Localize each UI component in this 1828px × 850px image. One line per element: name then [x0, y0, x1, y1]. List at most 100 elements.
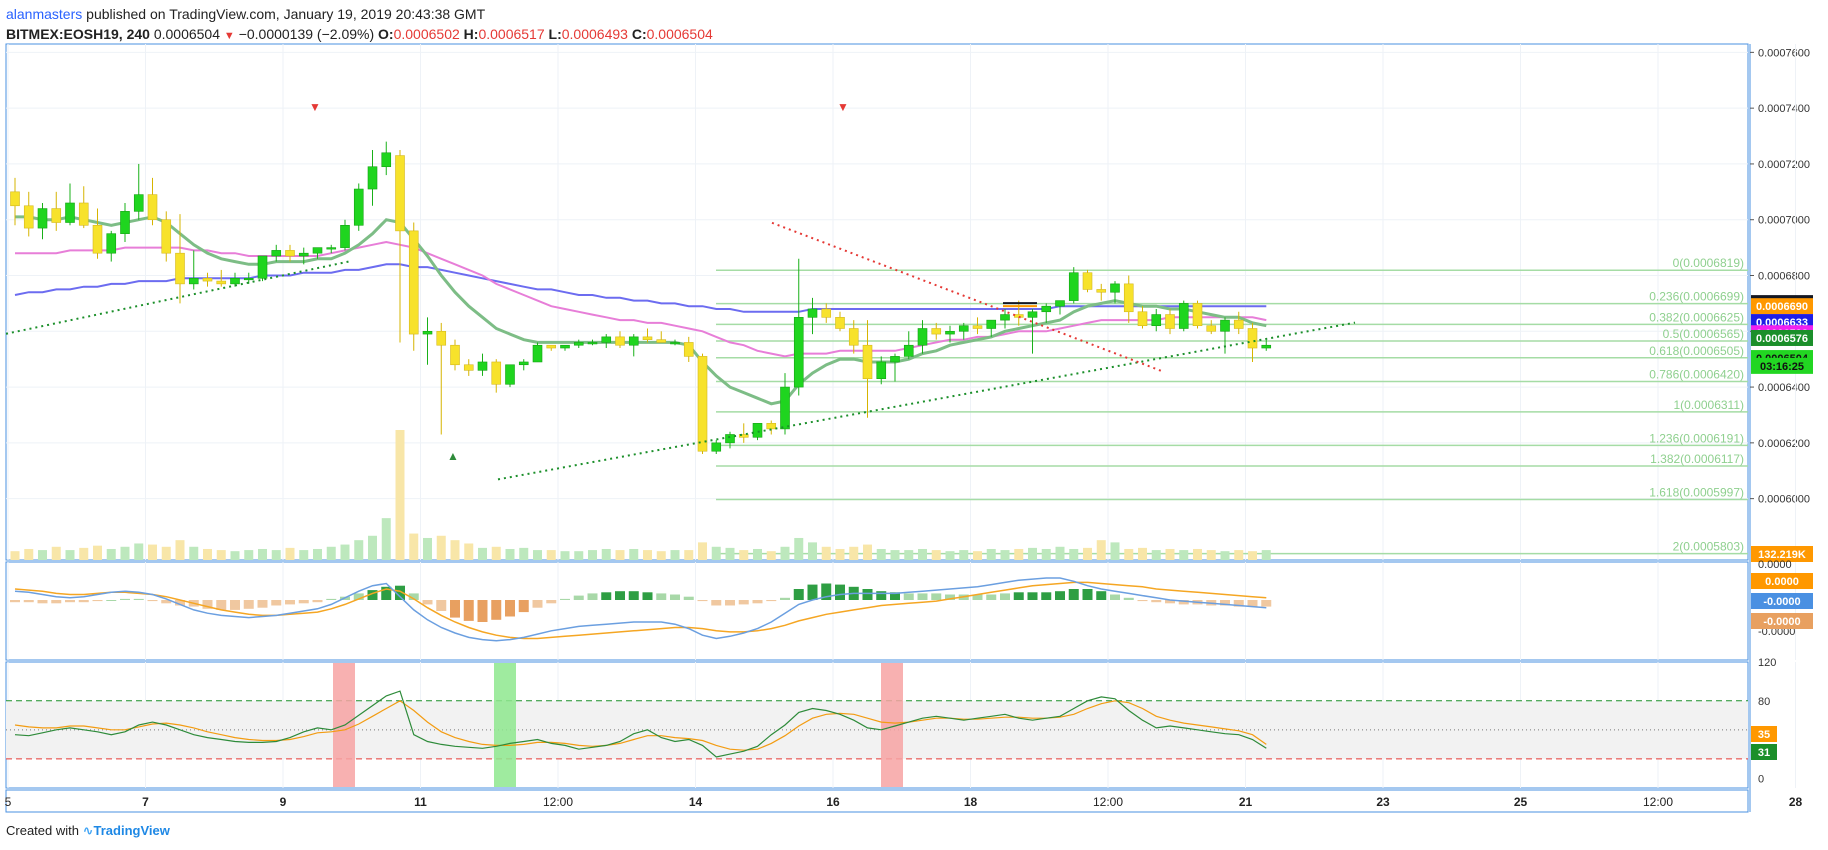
- author-link[interactable]: alanmasters: [6, 6, 83, 22]
- candle-body: [257, 255, 268, 279]
- macd-histogram-bar: [505, 600, 515, 617]
- candle-body: [1261, 344, 1272, 349]
- candle-body: [821, 308, 832, 318]
- fib-level-label: 0.5(0.0006565): [1663, 327, 1744, 341]
- macd-histogram-bar: [367, 590, 378, 600]
- candle-body: [670, 342, 680, 345]
- macd-histogram-bar: [312, 600, 323, 603]
- time-tick-label: 7: [142, 795, 149, 809]
- fib-level-label: 0.236(0.0006699): [1649, 290, 1744, 304]
- macd-signal-line: [14, 581, 1267, 640]
- volume-label-tag: [1751, 546, 1813, 562]
- volume-bar: [629, 548, 639, 560]
- macd-histogram-bar: [436, 600, 447, 611]
- candle-body: [175, 252, 185, 285]
- candle-body: [312, 247, 323, 254]
- candle-body: [848, 328, 859, 346]
- candle-body: [890, 356, 900, 363]
- close-label: C:: [631, 26, 647, 42]
- macd-histogram-bar: [298, 600, 309, 604]
- macd-histogram-bar: [1013, 592, 1024, 600]
- oscillator-label-text: 31: [1758, 747, 1770, 759]
- low-value: 0.0006493: [561, 26, 628, 42]
- volume-bar: [230, 551, 240, 560]
- macd-histogram-bar: [628, 591, 639, 600]
- oscillator-tick-label: 0: [1758, 773, 1764, 785]
- macd-histogram-bar: [450, 600, 460, 618]
- time-tick-label: 21: [1239, 795, 1253, 809]
- volume-bar: [1028, 547, 1037, 560]
- candle-body: [1233, 319, 1244, 329]
- price-tick-label: 0.0006200: [1758, 438, 1810, 450]
- macd-histogram-bar: [106, 600, 117, 601]
- price-change: −0.0000139 (−2.09%): [238, 26, 375, 42]
- candle-body: [945, 330, 955, 335]
- volume-bar: [381, 518, 391, 560]
- volume-bar: [1083, 547, 1092, 560]
- macd-histogram-bar: [230, 600, 240, 610]
- candle-body: [436, 330, 447, 346]
- fib-level-label: 2(0.0005803): [1673, 540, 1744, 554]
- macd-histogram-bar: [1110, 594, 1120, 600]
- ohlc-line: BITMEX:EOSH19, 240 0.0006504 ▼ −0.000013…: [6, 24, 713, 46]
- macd-histogram-bar: [876, 591, 887, 600]
- volume-bar: [560, 551, 570, 560]
- candle-body: [1082, 272, 1093, 290]
- candle-body: [738, 434, 749, 438]
- candle-body: [395, 155, 405, 232]
- ma-blue-line: [14, 263, 1267, 313]
- macd-histogram-bar: [1082, 589, 1093, 600]
- tradingview-logo-icon[interactable]: ∿TradingView: [82, 823, 170, 838]
- macd-histogram-bar: [133, 598, 144, 600]
- footer: Created with ∿TradingView: [6, 823, 170, 839]
- candle-body: [917, 328, 928, 346]
- volume-bar: [849, 546, 859, 560]
- candle-body: [161, 219, 172, 254]
- macd-histogram-bar: [532, 600, 543, 608]
- volume-bar: [354, 540, 364, 560]
- candle-body: [106, 233, 117, 254]
- macd-histogram-bar: [1096, 591, 1107, 600]
- candle-body: [766, 423, 777, 430]
- macd-histogram-bar: [573, 595, 584, 600]
- candle-body: [518, 361, 529, 366]
- macd-histogram-bar: [601, 592, 612, 600]
- macd-histogram-bar: [1041, 592, 1052, 600]
- volume-bar: [93, 545, 102, 560]
- time-tick-label: 25: [1514, 795, 1528, 809]
- volume-bar: [340, 544, 350, 560]
- price-label-text: 03:16:25: [1760, 361, 1804, 373]
- signal-highlight: [494, 663, 516, 787]
- candle-body: [340, 224, 350, 248]
- time-axis-pane: [5, 789, 1749, 813]
- volume-bar: [1206, 550, 1216, 560]
- macd-label-text: -0.0000: [1763, 596, 1800, 608]
- candle-body: [188, 277, 199, 285]
- volume-bar: [986, 548, 996, 560]
- macd-histogram-bar: [202, 600, 213, 609]
- volume-bar: [739, 550, 749, 560]
- support-trendline-2: [497, 321, 1356, 481]
- volume-bar: [189, 546, 199, 560]
- oscillator-label-tag: [1751, 726, 1777, 742]
- fib-level-label: 0.618(0.0006505): [1649, 344, 1744, 358]
- volume-bar: [863, 544, 872, 560]
- sell-arrow-icon: ▼: [309, 100, 321, 114]
- macd-histogram-bar: [725, 600, 735, 606]
- candle-body: [931, 328, 942, 335]
- volume-bar: [161, 546, 171, 560]
- volume-bar: [546, 550, 556, 560]
- macd-histogram-bar: [216, 600, 227, 610]
- candle-body: [463, 364, 474, 371]
- time-tick-label: 23: [1376, 795, 1390, 809]
- open-value: 0.0006502: [393, 26, 460, 42]
- candle-body: [298, 252, 309, 257]
- macd-histogram-bar: [807, 584, 818, 600]
- macd-histogram-bar: [793, 589, 804, 600]
- volume-bar: [120, 546, 130, 560]
- macd-histogram-bar: [1220, 600, 1230, 606]
- candle-body: [422, 330, 433, 335]
- macd-histogram-bar: [422, 600, 433, 605]
- oscillator-label-tag: [1751, 744, 1777, 760]
